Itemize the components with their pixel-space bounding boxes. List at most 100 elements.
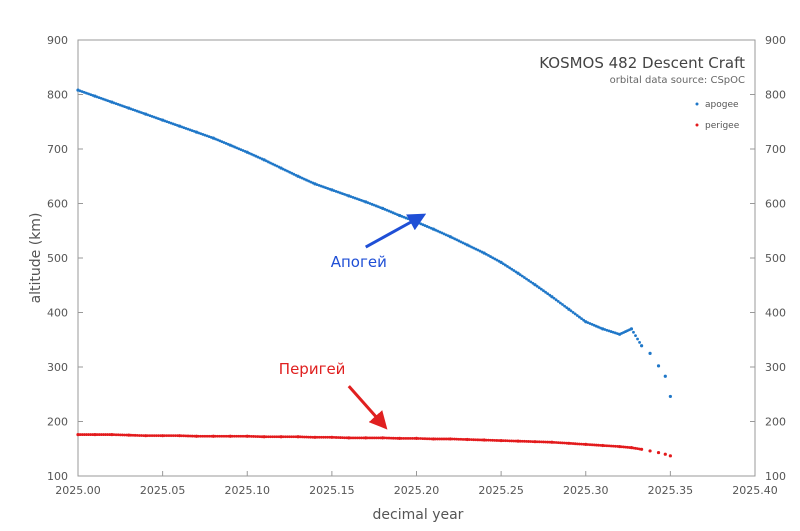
apogee-point [239,148,243,152]
perigee-point [423,437,427,441]
apogee-point [353,196,357,200]
perigee-point [389,436,393,440]
perigee-point [516,439,520,443]
apogee-point [493,257,497,261]
perigee-point [283,435,287,439]
perigee-point [347,436,351,440]
apogee-point [387,209,391,213]
series-perigee [76,432,672,458]
apogee-point [78,89,82,93]
perigee-point [156,434,160,438]
apogee-point [434,228,437,232]
apogee-point [535,284,539,288]
apogee-point [442,232,446,236]
perigee-point [254,435,258,438]
apogee-point [349,195,353,199]
apogee-point [322,185,325,189]
perigee-point [421,437,425,440]
apogee-point [478,249,482,253]
apogee-point [271,162,275,166]
perigee-point [112,433,116,437]
y-tick-label: 700 [47,143,68,156]
perigee-point [218,434,222,438]
apogee-point [216,138,220,142]
perigee-point [552,440,556,444]
apogee-point [457,239,461,243]
perigee-point [569,442,573,445]
perigee-point [501,439,505,443]
perigee-point [601,443,605,448]
perigee-point [146,434,150,438]
x-axis: 2025.00 2025.05 2025.10 2025.15 2025.20 2025.… [55,471,778,497]
perigee-point [590,443,594,447]
apogee-point [613,331,617,335]
perigee-point [459,437,463,441]
perigee-point [561,441,564,445]
perigee-point [188,434,192,438]
perigee-point [529,440,533,443]
apogee-point [273,163,277,167]
apogee-point [129,107,133,111]
apogee-point [224,142,228,145]
perigee-point [355,436,359,440]
apogee-point [275,164,279,168]
apogee-point [558,301,562,305]
apogee-point [207,135,211,139]
perigee-point [349,436,353,440]
apogee-point [288,170,291,174]
perigee-point [296,435,300,439]
perigee-point [474,438,478,442]
perigee-point [584,442,588,446]
apogee-point [578,315,581,319]
apogee-point [131,108,135,112]
perigee-point [613,444,617,448]
apogee-point [597,325,600,329]
apogee-point [561,303,564,306]
perigee-point [106,433,110,436]
perigee-point [408,436,412,440]
y-tick-label-right: 900 [765,34,786,47]
perigee-point [89,433,93,436]
perigee-point [326,435,330,439]
apogee-point [286,169,289,173]
apogee-point [520,274,524,278]
perigee-point [309,435,313,439]
perigee-point [231,434,234,438]
perigee-point [353,436,357,440]
apogee-point [182,126,186,130]
series-apogee [76,88,672,399]
perigee-point [554,441,558,444]
perigee-point [391,436,395,440]
perigee-point [322,435,325,439]
perigee-point [503,439,507,443]
perigee-point [110,432,114,437]
apogee-point [241,149,245,152]
apogee-point [506,265,509,268]
perigee-point [575,442,579,446]
legend: apogee perigee [695,100,740,131]
perigee-point [542,440,545,444]
perigee-point [99,433,103,436]
apogee-point [351,195,355,199]
perigee-point [241,434,245,438]
x-tick-label: 2025.10 [225,484,271,497]
apogee-arrow [364,213,427,249]
apogee-point [592,323,596,327]
perigee-point [425,437,429,441]
apogee-point [167,120,171,124]
apogee-point [556,299,560,303]
apogee-point [190,129,194,133]
perigee-point [656,450,661,455]
apogee-point [137,110,141,114]
apogee-point [636,337,639,341]
perigee-point [286,435,289,439]
perigee-point [271,435,275,439]
apogee-point [112,101,116,105]
perigee-point [184,434,188,438]
perigee-point [177,434,182,438]
perigee-point [383,436,387,440]
y-tick-label: 600 [47,198,68,211]
perigee-point [80,433,84,436]
perigee-point [648,449,652,453]
apogee-point [470,245,473,249]
